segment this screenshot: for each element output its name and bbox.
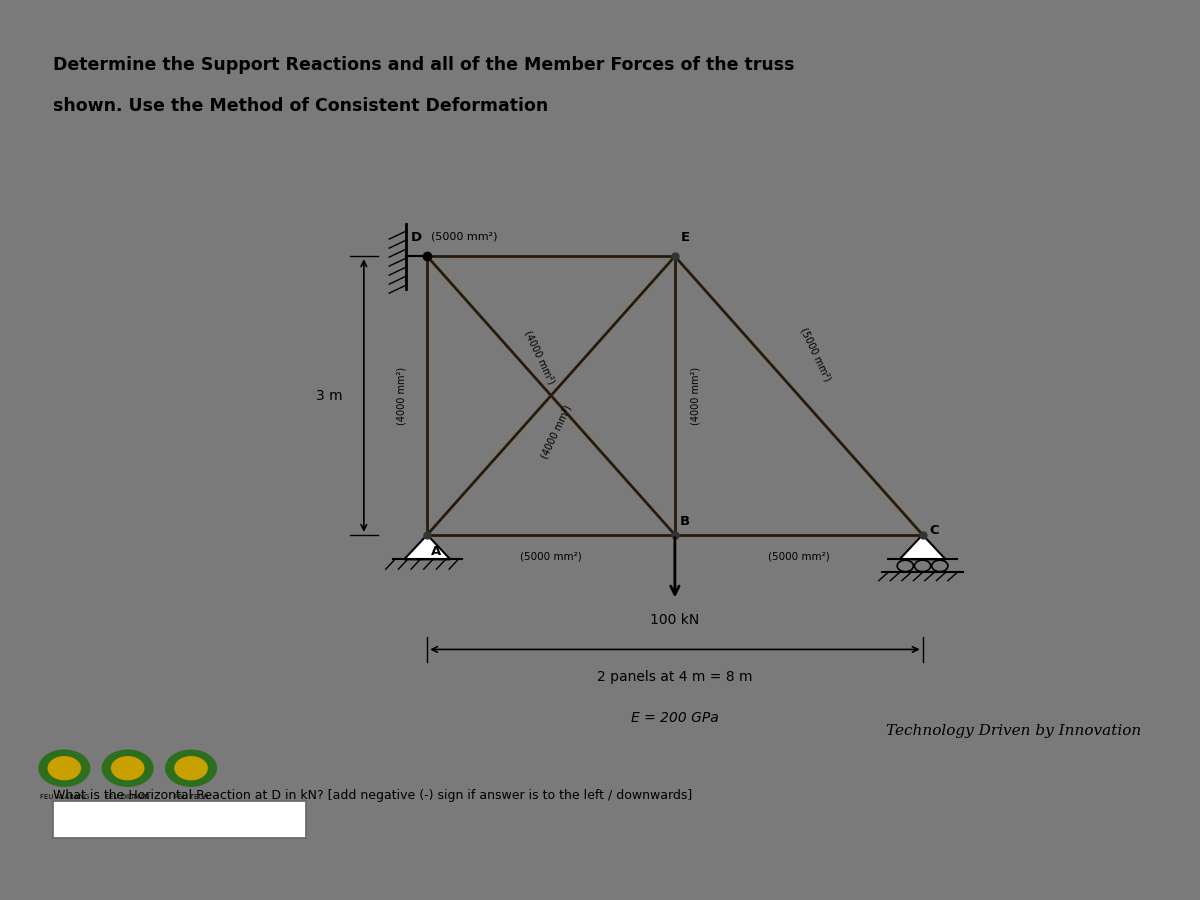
- Text: (5000 mm²): (5000 mm²): [768, 551, 829, 562]
- Text: FEU ALABANG: FEU ALABANG: [40, 795, 89, 800]
- Text: E: E: [680, 231, 690, 244]
- Text: What is the Horizontal Reaction at D in kN? [add negative (-) sign if answer is : What is the Horizontal Reaction at D in …: [53, 788, 692, 802]
- Text: (4000 mm²): (4000 mm²): [397, 366, 407, 425]
- Text: 3 m: 3 m: [316, 389, 342, 402]
- Circle shape: [112, 757, 144, 779]
- Text: A: A: [431, 544, 440, 558]
- Text: (5000 mm²): (5000 mm²): [431, 231, 497, 241]
- Text: (4000 mm²): (4000 mm²): [540, 404, 574, 461]
- Text: E = 200 GPa: E = 200 GPa: [631, 711, 719, 724]
- Text: (4000 mm²): (4000 mm²): [522, 328, 557, 386]
- Text: 2 panels at 4 m = 8 m: 2 panels at 4 m = 8 m: [598, 670, 752, 684]
- Polygon shape: [404, 535, 450, 560]
- Circle shape: [102, 751, 154, 787]
- Text: 100 kN: 100 kN: [650, 613, 700, 626]
- Bar: [53, 801, 306, 838]
- Text: Determine the Support Reactions and all of the Member Forces of the truss: Determine the Support Reactions and all …: [53, 56, 794, 74]
- Text: D: D: [410, 231, 421, 244]
- Text: (5000 mm²): (5000 mm²): [799, 327, 833, 383]
- Polygon shape: [900, 535, 946, 560]
- Circle shape: [166, 751, 216, 787]
- Circle shape: [175, 757, 208, 779]
- Text: (4000 mm²): (4000 mm²): [691, 366, 701, 425]
- Text: C: C: [930, 524, 940, 537]
- Text: shown. Use the Method of Consistent Deformation: shown. Use the Method of Consistent Defo…: [53, 96, 548, 114]
- Text: FEU TECH: FEU TECH: [174, 795, 209, 800]
- Text: Technology Driven by Innovation: Technology Driven by Innovation: [886, 724, 1141, 738]
- Circle shape: [38, 751, 90, 787]
- Text: B: B: [679, 515, 690, 528]
- Circle shape: [48, 757, 80, 779]
- Text: (5000 mm²): (5000 mm²): [520, 551, 582, 562]
- Text: FEU DILIMAN: FEU DILIMAN: [106, 795, 150, 800]
